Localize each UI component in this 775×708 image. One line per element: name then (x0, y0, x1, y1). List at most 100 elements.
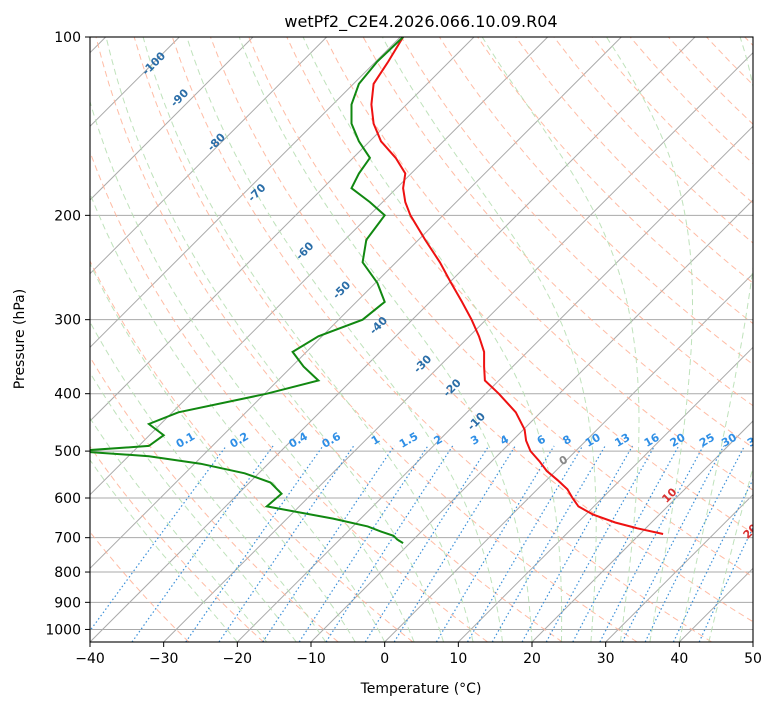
x-ticks: −40 −30 −20 −10 0 10 20 30 40 50 (75, 642, 762, 667)
mixing-ratio-line (621, 445, 725, 642)
x-tick-label: −30 (149, 651, 179, 667)
mixing-ratio-line (185, 445, 324, 642)
mixing-ratio-line (262, 445, 395, 642)
moist-adiabat (90, 262, 356, 642)
dry-adiabat (171, 37, 712, 642)
isotherm-label: -100 (139, 49, 168, 78)
moist-adiabat (381, 37, 597, 642)
dry-adiabat (90, 150, 488, 642)
x-tick-label: 10 (449, 651, 467, 667)
y-tick-label: 500 (54, 444, 81, 460)
moist-adiabat (302, 37, 563, 642)
moist-adiabat (105, 37, 445, 642)
mixing-ratio-label: 10 (583, 431, 603, 450)
isotherm--10 (310, 199, 753, 642)
x-tick-label: 0 (380, 651, 389, 667)
mixing-ratio-line (364, 445, 490, 642)
x-tick-label: 20 (523, 651, 541, 667)
mixing-ratio-line (435, 445, 555, 642)
dry-adiabat (90, 445, 264, 642)
dry-adiabat (286, 37, 753, 534)
dry-adiabat (90, 356, 339, 642)
mixing-ratio-line (393, 445, 516, 642)
y-tick-label: 1000 (45, 622, 81, 638)
y-tick-label: 600 (54, 491, 81, 507)
zero-label: 0 (557, 453, 570, 468)
y-tick-label: 800 (54, 565, 81, 581)
isotherm--60 (90, 37, 549, 496)
dry-adiabat (133, 37, 638, 642)
isotherm-40 (678, 567, 753, 642)
mixing-ratio-label: 1 (369, 433, 382, 448)
x-tick-label: 30 (597, 651, 615, 667)
profiles (90, 37, 664, 544)
mixing-ratio-label: 8 (561, 433, 574, 448)
dry-adiabat (591, 37, 753, 204)
dry-adiabat (744, 37, 753, 47)
mixing-ratio-label: 0.2 (228, 430, 251, 451)
x-axis-label: Temperature (°C) (360, 681, 482, 697)
background-lines (90, 37, 753, 642)
moist-adiabat (90, 99, 415, 642)
isotherm-label: -90 (168, 86, 191, 109)
isotherm-label: -70 (245, 181, 268, 204)
dry-adiabat (515, 37, 753, 284)
plot-frame (89, 36, 754, 643)
moist-adiabat (678, 37, 753, 642)
mixing-ratio-label: 25 (697, 431, 717, 450)
isotherm-50 (752, 641, 753, 642)
isotherm-label: -50 (330, 278, 353, 301)
mixing-ratio-label: 16 (642, 431, 662, 450)
isotherm-10 (457, 346, 753, 642)
x-tick-label: −20 (223, 651, 253, 667)
moist-adiabat (90, 417, 268, 642)
y-axis-label: Pressure (hPa) (12, 289, 28, 389)
adiabat-label: 20 (741, 521, 761, 541)
mixing-ratio-line (131, 445, 274, 642)
moist-adiabat (90, 192, 386, 642)
y-tick-label: 700 (54, 531, 81, 547)
mixing-ratio-label: 0.1 (174, 430, 197, 451)
x-tick-label: 40 (670, 651, 688, 667)
x-tick-label: 50 (744, 651, 762, 667)
isotherm--50 (90, 37, 622, 570)
mixing-ratio-label: 30 (719, 431, 739, 450)
mixing-ratio-label: 36 (745, 431, 765, 450)
y-tick-label: 900 (54, 595, 81, 611)
plot-labels: -100-90-80-70-60-50-40-30-20-100.1 0.2 0.4… (139, 49, 765, 541)
mixing-ratio-line (325, 445, 454, 642)
dewpoint-profile (90, 37, 404, 544)
mixing-ratio-line (698, 526, 753, 642)
temperature-profile (370, 37, 664, 535)
y-tick-label: 200 (54, 208, 81, 224)
y-ticks: 100 200 300 400 500 600 700 800 900 1000 (45, 30, 90, 638)
isotherm--20 (236, 125, 753, 642)
mixing-ratio-label: 0.6 (320, 430, 344, 451)
x-tick-label: −40 (75, 651, 105, 667)
moist-adiabat (708, 465, 753, 642)
y-tick-label: 300 (54, 313, 81, 329)
mixing-ratio-line (672, 478, 753, 642)
mixing-ratio-line (298, 445, 429, 642)
mixing-ratio-line (90, 445, 227, 632)
moist-adiabat (90, 459, 238, 642)
y-tick-label: 400 (54, 387, 81, 403)
isotherm-label: -20 (441, 376, 464, 399)
mixing-ratio-label: 3 (468, 433, 481, 448)
y-tick-label: 100 (54, 30, 81, 46)
dry-adiabat (248, 37, 753, 578)
isotherm--90 (90, 37, 328, 275)
isotherm-label: -40 (367, 314, 390, 337)
moist-adiabat (481, 37, 640, 642)
chart-title: wetPf2_C2E4.2026.066.10.09.R04 (284, 12, 557, 32)
mixing-ratio-label: 1.5 (397, 430, 420, 451)
moist-adiabat (238, 37, 533, 642)
dry-adiabat (95, 37, 563, 642)
isotherm--80 (90, 37, 401, 349)
isotherm--100 (90, 37, 254, 201)
mixing-ratio-line (521, 445, 634, 642)
isotherm-label: -60 (293, 239, 316, 262)
adiabat-label: 10 (659, 485, 679, 505)
isotherm-30 (605, 493, 753, 642)
isotherm-20 (531, 420, 753, 642)
